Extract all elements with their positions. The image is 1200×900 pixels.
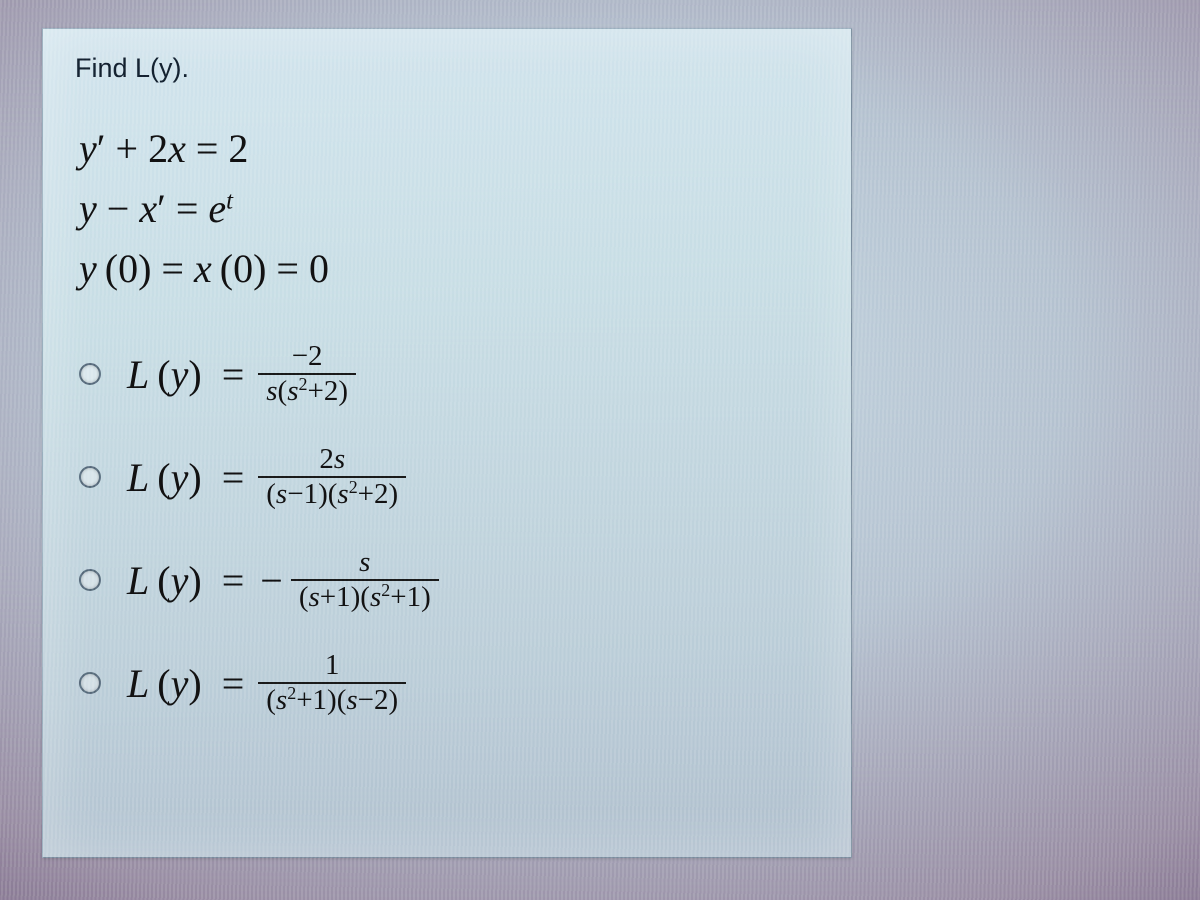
system-of-equations: y′ + 2x = 2 y − x′ = et y (0) = x (0) = … — [79, 120, 819, 298]
equation-line-3: y (0) = x (0) = 0 — [79, 240, 819, 298]
equation-line-2: y − x′ = et — [79, 180, 819, 238]
radio-icon[interactable] — [79, 569, 101, 591]
option-d-denominator: (s2+1)(s−2) — [258, 684, 406, 717]
question-card: Find L(y). y′ + 2x = 2 y − x′ = et y (0)… — [42, 28, 852, 858]
option-b-numerator: 2s — [311, 443, 353, 476]
option-a[interactable]: L (y) = −2 s(s2+2) — [79, 340, 819, 409]
option-a-numerator: −2 — [284, 340, 331, 373]
option-b-math: L (y) = 2s (s−1)(s2+2) — [127, 443, 406, 512]
option-d[interactable]: L (y) = 1 (s2+1)(s−2) — [79, 649, 819, 718]
radio-icon[interactable] — [79, 363, 101, 385]
option-a-math: L (y) = −2 s(s2+2) — [127, 340, 356, 409]
radio-icon[interactable] — [79, 466, 101, 488]
option-d-numerator: 1 — [317, 649, 348, 682]
question-prompt: Find L(y). — [75, 53, 819, 84]
option-b[interactable]: L (y) = 2s (s−1)(s2+2) — [79, 443, 819, 512]
option-c[interactable]: L (y) = − s (s+1)(s2+1) — [79, 546, 819, 615]
radio-icon[interactable] — [79, 672, 101, 694]
option-c-denominator: (s+1)(s2+1) — [291, 581, 439, 614]
answer-options: L (y) = −2 s(s2+2) L (y) = 2s (s−1)(s2+2… — [79, 340, 819, 718]
option-c-math: L (y) = − s (s+1)(s2+1) — [127, 546, 439, 615]
option-c-numerator: s — [351, 546, 378, 579]
option-b-denominator: (s−1)(s2+2) — [258, 478, 406, 511]
equation-line-1: y′ + 2x = 2 — [79, 120, 819, 178]
option-a-denominator: s(s2+2) — [258, 375, 356, 408]
option-d-math: L (y) = 1 (s2+1)(s−2) — [127, 649, 406, 718]
